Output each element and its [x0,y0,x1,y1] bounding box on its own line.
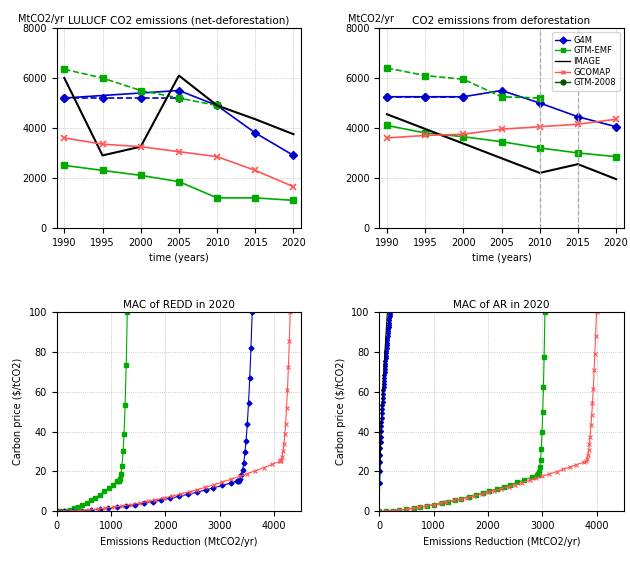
Text: MtCO2/yr: MtCO2/yr [18,14,64,24]
X-axis label: time (years): time (years) [149,253,209,263]
X-axis label: Emissions Reduction (MtCO2/yr): Emissions Reduction (MtCO2/yr) [423,537,580,547]
Title: MAC of AR in 2020: MAC of AR in 2020 [453,300,550,310]
Y-axis label: Carbon price ($/tCO2): Carbon price ($/tCO2) [13,358,23,465]
Title: LULUCF CO2 emissions (net-deforestation): LULUCF CO2 emissions (net-deforestation) [68,16,290,26]
Y-axis label: Carbon price ($/tCO2): Carbon price ($/tCO2) [336,358,346,465]
X-axis label: Emissions Reduction (MtCO2/yr): Emissions Reduction (MtCO2/yr) [100,537,258,547]
X-axis label: time (years): time (years) [472,253,531,263]
Title: MAC of REDD in 2020: MAC of REDD in 2020 [123,300,235,310]
Title: CO2 emissions from deforestation: CO2 emissions from deforestation [413,16,590,26]
Text: MtCO2/yr: MtCO2/yr [348,14,394,24]
Legend: G4M, GTM-EMF, IMAGE, GCOMAP, GTM-2008: G4M, GTM-EMF, IMAGE, GCOMAP, GTM-2008 [552,32,619,90]
